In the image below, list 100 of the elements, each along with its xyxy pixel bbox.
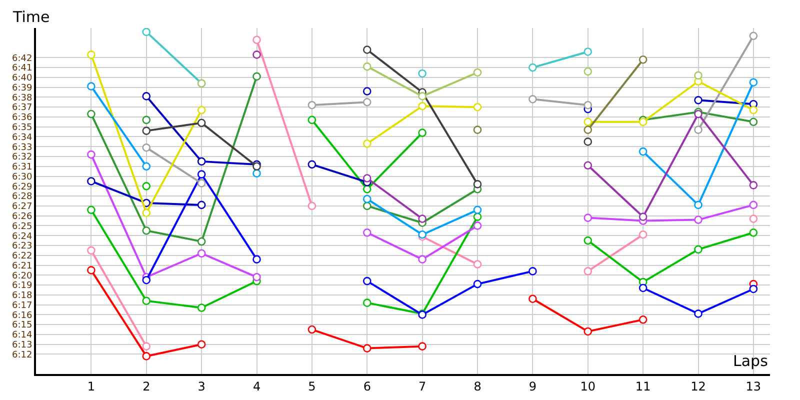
y-tick-label: 6:23 bbox=[12, 242, 32, 252]
point bbox=[418, 92, 426, 100]
y-tick-label: 6:24 bbox=[12, 232, 32, 242]
y-tick-label: 6:29 bbox=[12, 182, 32, 192]
point bbox=[473, 180, 482, 188]
point bbox=[142, 28, 151, 36]
point bbox=[749, 181, 758, 190]
y-tick-label: 6:42 bbox=[12, 54, 32, 64]
point bbox=[197, 340, 206, 348]
y-tick-label: 6:34 bbox=[12, 132, 32, 143]
point bbox=[473, 68, 482, 77]
point bbox=[197, 237, 206, 246]
point bbox=[308, 325, 316, 334]
point bbox=[749, 214, 758, 223]
point bbox=[749, 78, 758, 87]
point bbox=[362, 62, 372, 71]
point bbox=[584, 236, 592, 245]
point bbox=[197, 249, 206, 258]
point bbox=[584, 161, 592, 170]
x-tick-label: 10 bbox=[580, 379, 596, 394]
point bbox=[584, 138, 592, 146]
point bbox=[362, 140, 372, 148]
point bbox=[694, 126, 702, 134]
y-tick-label: 6:25 bbox=[12, 222, 32, 232]
y-tick-label: 6:20 bbox=[12, 271, 32, 282]
point bbox=[584, 118, 592, 126]
point bbox=[694, 96, 702, 104]
point bbox=[142, 276, 151, 284]
point bbox=[638, 212, 648, 221]
x-tick-label: 12 bbox=[690, 379, 706, 394]
point bbox=[252, 36, 261, 44]
y-tick-label: 6:26 bbox=[12, 212, 32, 222]
point bbox=[87, 177, 96, 186]
point bbox=[473, 212, 482, 221]
point bbox=[252, 72, 261, 81]
point bbox=[142, 342, 151, 350]
point bbox=[694, 310, 702, 318]
point bbox=[197, 179, 206, 188]
point bbox=[197, 200, 206, 210]
point bbox=[87, 246, 96, 255]
y-tick-label: 6:15 bbox=[12, 320, 32, 331]
y-tick-label: 6:38 bbox=[12, 93, 32, 104]
point bbox=[362, 87, 372, 96]
point bbox=[749, 200, 758, 210]
x-tick-label: 3 bbox=[198, 379, 206, 394]
y-tick-label: 6:30 bbox=[12, 172, 32, 182]
y-tick-label: 6:19 bbox=[12, 281, 32, 292]
point bbox=[749, 32, 758, 40]
point bbox=[418, 255, 426, 264]
y-tick-label: 6:16 bbox=[12, 310, 32, 321]
point bbox=[694, 200, 702, 210]
y-tick-label: 6:31 bbox=[12, 162, 32, 173]
point bbox=[142, 352, 151, 360]
x-tick-label: 5 bbox=[308, 379, 316, 394]
point bbox=[197, 304, 206, 312]
point bbox=[197, 170, 206, 178]
point bbox=[473, 222, 482, 230]
point bbox=[142, 208, 151, 218]
point bbox=[528, 294, 537, 304]
point bbox=[749, 228, 758, 237]
x-tick-label: 13 bbox=[746, 379, 762, 394]
point bbox=[308, 160, 316, 169]
point bbox=[584, 126, 592, 134]
x-tick-label: 7 bbox=[418, 379, 426, 394]
x-tick-label: 11 bbox=[635, 379, 651, 394]
point bbox=[87, 206, 96, 214]
point bbox=[584, 48, 592, 56]
point bbox=[142, 296, 151, 305]
y-tick-label: 6:28 bbox=[12, 192, 32, 202]
point bbox=[473, 260, 482, 268]
point bbox=[638, 55, 648, 64]
point bbox=[308, 116, 316, 124]
point bbox=[749, 284, 758, 294]
point bbox=[418, 128, 426, 137]
point bbox=[308, 202, 316, 210]
y-tick-label: 6:37 bbox=[12, 103, 32, 114]
point bbox=[252, 169, 261, 178]
y-tick-label: 6:40 bbox=[12, 74, 32, 84]
point bbox=[362, 276, 372, 286]
point bbox=[638, 147, 648, 156]
y-tick-label: 6:39 bbox=[12, 83, 32, 94]
point bbox=[473, 102, 482, 112]
point bbox=[584, 267, 592, 276]
y-tick-label: 6:12 bbox=[12, 350, 32, 360]
y-tick-label: 6:17 bbox=[12, 300, 32, 311]
point bbox=[528, 267, 537, 276]
point bbox=[694, 216, 702, 224]
point bbox=[584, 327, 592, 336]
point bbox=[473, 206, 482, 214]
point bbox=[142, 182, 151, 190]
x-tick-label: 4 bbox=[252, 379, 261, 394]
point bbox=[638, 230, 648, 239]
point bbox=[197, 106, 206, 114]
point bbox=[362, 344, 372, 352]
y-tick-label: 6:18 bbox=[12, 291, 32, 302]
point bbox=[362, 46, 372, 54]
point bbox=[694, 71, 702, 80]
point bbox=[473, 280, 482, 288]
x-axis-title: Laps bbox=[733, 352, 768, 370]
x-tick-label: 2 bbox=[142, 379, 150, 394]
